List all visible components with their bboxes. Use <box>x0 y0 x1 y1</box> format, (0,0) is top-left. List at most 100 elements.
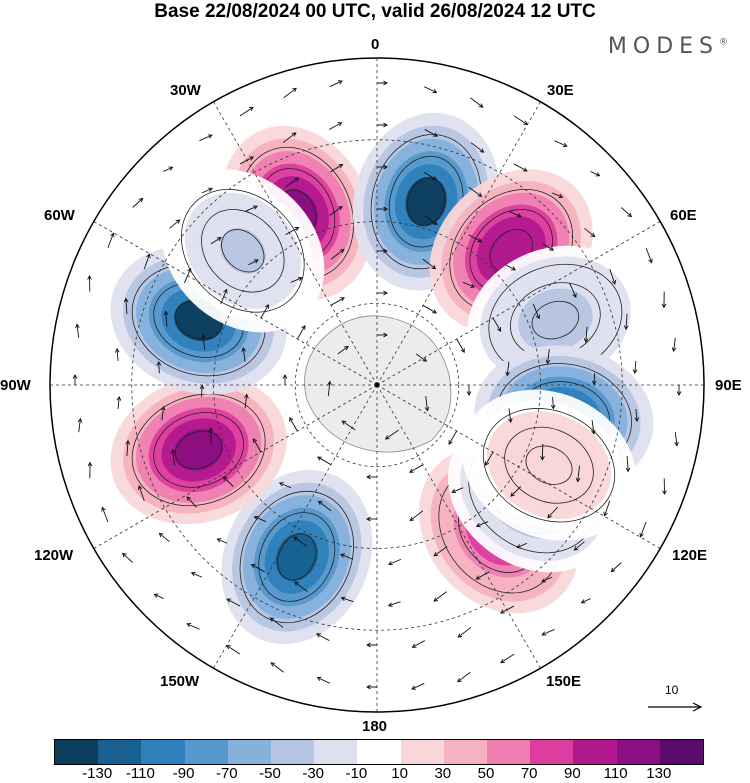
wind-arrowhead <box>591 380 597 386</box>
wind-vector <box>202 334 206 350</box>
wind-vector <box>462 281 475 288</box>
map-border <box>49 57 705 713</box>
lon-label-180: 180 <box>362 718 388 735</box>
wind-vector <box>186 496 197 508</box>
wind-vector <box>635 408 638 422</box>
wind-arrowhead <box>383 80 388 86</box>
wind-arrowhead <box>523 120 529 126</box>
contour-line <box>504 426 594 504</box>
wind-arrowhead <box>496 327 502 332</box>
wind-arrowhead <box>558 193 564 199</box>
wind-vector <box>158 361 160 374</box>
meridian-line <box>376 384 661 549</box>
wind-arrowhead <box>175 219 181 224</box>
wind-arrowhead <box>547 513 552 519</box>
wind-arrowhead <box>289 417 294 422</box>
colorbar-swatch <box>357 740 401 764</box>
colorbar-swatch <box>98 740 142 764</box>
wind-vector <box>101 507 109 523</box>
wind-arrowhead <box>253 515 259 521</box>
wind-vector <box>485 451 494 466</box>
wind-vector <box>456 338 465 353</box>
wind-vector <box>541 443 544 460</box>
wind-arrowhead <box>432 220 438 225</box>
wind-vector <box>541 628 555 636</box>
wind-arrowhead <box>433 597 439 602</box>
wind-vector <box>423 171 437 181</box>
wind-arrowhead <box>623 325 629 331</box>
wind-vector <box>388 558 402 565</box>
wind-arrowhead <box>625 467 631 473</box>
wind-arrowhead <box>160 405 166 411</box>
map-title: Base 22/08/2024 00 UTC, valid 26/08/2024… <box>154 1 596 22</box>
wind-vector <box>448 430 458 445</box>
wind-arrowhead <box>627 212 633 218</box>
wind-vector <box>506 361 510 376</box>
wind-arrowhead <box>572 293 577 299</box>
wind-arrowhead <box>580 599 586 604</box>
wind-arrowhead <box>432 309 437 314</box>
wind-arrowhead <box>366 642 371 648</box>
wind-vector <box>409 464 424 473</box>
anomaly-cell <box>405 176 447 227</box>
wind-arrowhead <box>424 406 430 412</box>
wind-vector <box>590 171 600 177</box>
wind-arrowhead <box>339 248 345 254</box>
south-pole-marker <box>374 382 380 388</box>
wind-arrowhead <box>317 456 322 461</box>
vector-scale-label: 10 <box>665 683 679 697</box>
wind-vector <box>289 417 298 432</box>
wind-arrowhead <box>510 492 515 497</box>
wind-arrowhead <box>591 429 596 435</box>
wind-vector <box>169 219 180 229</box>
wind-arrowhead <box>595 172 601 177</box>
wind-arrowhead <box>138 197 144 203</box>
wind-arrowhead <box>457 677 462 683</box>
polar-map <box>49 57 705 713</box>
wind-arrowhead <box>475 575 481 580</box>
wind-vector <box>415 353 427 362</box>
wind-arrowhead <box>168 166 174 171</box>
wind-arrowhead <box>282 374 288 379</box>
wind-arrowhead <box>433 552 439 557</box>
meridian-line <box>213 384 378 669</box>
wind-vector <box>626 456 629 472</box>
wind-arrowhead <box>384 435 390 440</box>
wind-vector <box>283 87 297 99</box>
wind-arrowhead <box>545 359 551 365</box>
wind-vector <box>126 440 129 457</box>
wind-vector <box>645 247 653 263</box>
wind-vector <box>412 640 425 648</box>
wind-vector <box>554 140 568 147</box>
wind-arrowhead <box>116 395 122 401</box>
wind-arrowhead <box>216 237 222 242</box>
colorbar-swatch <box>616 740 660 764</box>
wind-arrowhead <box>344 345 349 351</box>
wind-vector <box>254 516 267 522</box>
meridian-line <box>376 384 541 669</box>
wind-arrowhead <box>87 275 92 280</box>
colorbar-swatch <box>184 740 228 764</box>
wind-vector <box>159 532 170 543</box>
wind-arrowhead <box>477 192 483 197</box>
wind-arrowhead <box>123 297 129 303</box>
colorbar-tick-label: -10 <box>345 765 368 782</box>
wind-arrowhead <box>216 538 222 543</box>
wind-vector <box>201 188 213 194</box>
wind-vector <box>191 572 203 578</box>
lon-label-120w: 120W <box>34 547 74 564</box>
wind-vector <box>508 408 512 423</box>
wind-arrowhead <box>662 490 667 495</box>
colorbar-tick-label: 90 <box>564 765 581 782</box>
wind-vector <box>200 385 203 398</box>
wind-vector <box>593 373 596 385</box>
wind-vector <box>163 166 173 172</box>
wind-vector <box>581 598 591 604</box>
colorbar-tick-label: 50 <box>477 765 495 782</box>
wind-vector <box>317 677 330 684</box>
modes-logo: MODES® <box>608 34 728 59</box>
wind-arrowhead <box>366 684 371 690</box>
wind-arrowhead <box>550 404 556 410</box>
wind-arrowhead <box>207 134 213 139</box>
wind-arrowhead <box>411 643 417 648</box>
